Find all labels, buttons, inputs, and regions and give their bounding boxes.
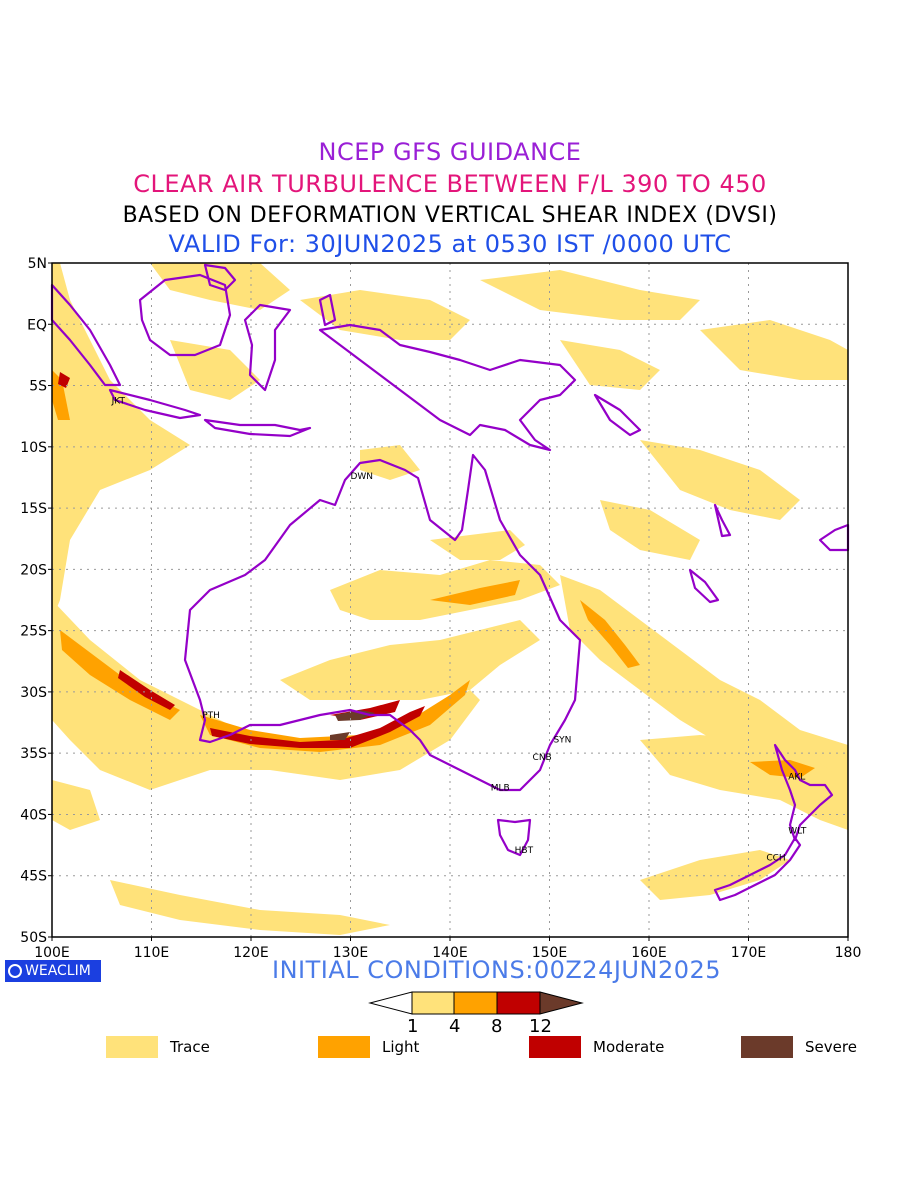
legend-swatch-severe bbox=[741, 1036, 793, 1058]
legend-label-moderate: Moderate bbox=[593, 1038, 665, 1056]
legend-swatch-trace bbox=[106, 1036, 158, 1058]
station-label-pth: PTH bbox=[202, 711, 220, 721]
station-label-akl: AKL bbox=[788, 772, 805, 782]
legend-label-light: Light bbox=[382, 1038, 420, 1056]
initial-conditions: INITIAL CONDITIONS:00Z24JUN2025 bbox=[272, 956, 722, 984]
title-line-4: VALID For: 30JUN2025 at 0530 IST /0000 U… bbox=[168, 230, 732, 258]
colorbar-tick-12: 12 bbox=[529, 1016, 552, 1037]
graticule bbox=[52, 263, 848, 937]
lon-label: 170E bbox=[731, 945, 767, 961]
lon-label: 140E bbox=[432, 945, 468, 961]
lon-label: 130E bbox=[333, 945, 369, 961]
lat-label: 25S bbox=[20, 624, 47, 640]
legend-swatch-moderate bbox=[529, 1036, 581, 1058]
station-label-syn: SYN bbox=[553, 736, 571, 746]
station-label-wlt: WLT bbox=[788, 826, 807, 836]
lon-label: 100E bbox=[34, 945, 70, 961]
lat-label: EQ bbox=[27, 317, 47, 333]
lon-label: 150E bbox=[532, 945, 568, 961]
title-line-2: CLEAR AIR TURBULENCE BETWEEN F/L 390 TO … bbox=[133, 170, 767, 198]
lat-label: 50S bbox=[20, 930, 47, 946]
colorbar bbox=[368, 991, 584, 1015]
latitude-labels: 5N EQ 5S 10S 15S 20S 25S 30S 35S 40S 45S 50S bbox=[20, 256, 47, 946]
colorbar-tick-1: 1 bbox=[407, 1016, 419, 1037]
lon-label: 110E bbox=[134, 945, 170, 961]
station-label-mlb: MLB bbox=[491, 783, 510, 793]
station-label-dwn: DWN bbox=[350, 472, 373, 482]
station-label-cnb: CNB bbox=[533, 753, 552, 763]
lat-label: 5S bbox=[29, 379, 47, 395]
turbulence-field bbox=[52, 263, 848, 935]
colorbar-tick-8: 8 bbox=[491, 1016, 503, 1037]
lon-label: 160E bbox=[631, 945, 667, 961]
legend-moderate: Moderate bbox=[529, 1036, 664, 1058]
station-label-cch: CCH bbox=[766, 853, 785, 863]
longitude-labels: 100E 110E 120E 130E 140E 150E 160E 170E 180 bbox=[34, 945, 861, 961]
station-label-jkt: JKT bbox=[111, 396, 126, 406]
lat-label: 45S bbox=[20, 869, 47, 885]
lon-label: 120E bbox=[233, 945, 269, 961]
lon-label: 180 bbox=[835, 945, 862, 961]
lat-label: 35S bbox=[20, 746, 47, 762]
lat-label: 15S bbox=[20, 501, 47, 517]
legend-light: Light bbox=[318, 1036, 419, 1058]
lat-label: 10S bbox=[20, 440, 47, 456]
logo-circle-icon bbox=[8, 964, 22, 978]
station-label-hbt: HBT bbox=[515, 846, 534, 856]
legend-severe: Severe bbox=[741, 1036, 857, 1058]
legend-trace: Trace bbox=[106, 1036, 210, 1058]
colorbar-tick-4: 4 bbox=[449, 1016, 461, 1037]
lat-label: 40S bbox=[20, 807, 47, 823]
legend-label-trace: Trace bbox=[170, 1038, 210, 1056]
lat-label: 30S bbox=[20, 685, 47, 701]
legend-swatch-light bbox=[318, 1036, 370, 1058]
coastlines bbox=[50, 263, 850, 902]
lat-label: 5N bbox=[28, 256, 47, 272]
title-line-3: BASED ON DEFORMATION VERTICAL SHEAR INDE… bbox=[122, 203, 778, 228]
axis-ticks bbox=[48, 262, 849, 941]
weaclim-logo: WEACLIM bbox=[5, 960, 101, 982]
logo-text: WEACLIM bbox=[25, 963, 91, 979]
legend-label-severe: Severe bbox=[805, 1038, 857, 1056]
title-line-1: NCEP GFS GUIDANCE bbox=[318, 138, 582, 166]
lat-label: 20S bbox=[20, 562, 47, 578]
